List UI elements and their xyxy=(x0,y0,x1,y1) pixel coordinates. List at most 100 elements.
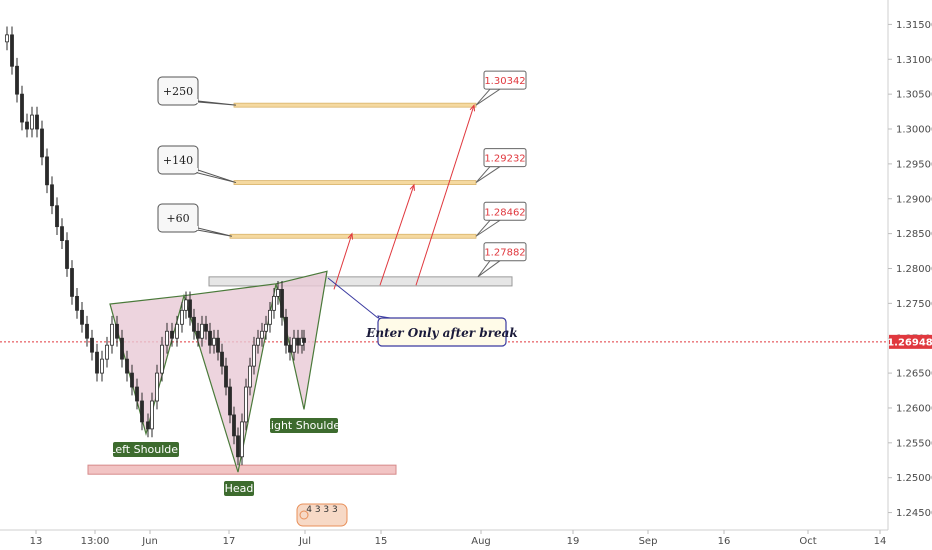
candle-body xyxy=(184,299,188,311)
entry-note-text: Enter Only after break xyxy=(365,326,518,340)
candle-body xyxy=(85,323,89,339)
candle-body xyxy=(276,289,280,297)
target-arrows xyxy=(333,104,476,290)
price-tick-label: 1.30000 xyxy=(896,125,932,136)
candle-body xyxy=(130,372,134,388)
candle-body xyxy=(135,386,139,402)
candle-body xyxy=(220,351,224,367)
events-badge[interactable]: 4 3 3 3 xyxy=(296,503,348,527)
events-badge-text: 4 3 3 3 xyxy=(306,505,338,515)
candle-body xyxy=(15,65,19,95)
candle-body xyxy=(192,316,196,332)
candle-body xyxy=(60,226,64,241)
price-axis[interactable]: 1.245001.250001.255001.260001.265001.270… xyxy=(888,20,932,519)
candle-body xyxy=(55,205,59,228)
current-price-tag: 1.26948 xyxy=(887,334,932,349)
target-arrow xyxy=(333,233,353,290)
target-price-text: 1.28462 xyxy=(484,207,525,218)
target-callout-text: +140 xyxy=(163,154,193,167)
candle-body xyxy=(70,268,74,297)
candle-body xyxy=(5,34,9,43)
candle-body xyxy=(284,316,288,346)
candle-body xyxy=(252,344,256,367)
target-arrow xyxy=(415,105,475,286)
time-tick-label: 13 xyxy=(30,536,43,547)
candle-body xyxy=(188,299,192,318)
candle-body xyxy=(20,93,24,123)
candle-body xyxy=(95,351,99,374)
candle-body xyxy=(146,421,150,430)
right-shoulder-text: Right Shoulder xyxy=(263,419,345,432)
time-tick-label: Aug xyxy=(471,536,491,547)
price-tick-label: 1.28000 xyxy=(896,264,932,275)
candle-body xyxy=(200,323,204,339)
left-shoulder-text: Left Shoulder xyxy=(109,443,183,456)
candle-body xyxy=(272,295,276,311)
entry-note[interactable]: Enter Only after break xyxy=(327,277,518,347)
candle-body xyxy=(170,330,174,339)
candle-body xyxy=(264,323,268,332)
candle-body xyxy=(115,323,119,339)
target-callout[interactable]: +140 xyxy=(157,145,237,184)
candle-body xyxy=(30,114,34,130)
time-tick-label: Oct xyxy=(799,536,816,547)
arrow-head xyxy=(469,104,476,112)
target-callout[interactable]: +60 xyxy=(157,203,233,237)
candle-body xyxy=(244,386,248,423)
head-label: Head xyxy=(224,481,254,496)
price-tick-label: 1.31500 xyxy=(896,20,932,31)
price-tick-label: 1.26000 xyxy=(896,403,932,414)
candle-body xyxy=(100,358,104,374)
time-tick-label: 16 xyxy=(718,536,731,547)
target-price-box[interactable]: 1.28462 xyxy=(475,201,527,237)
candle-body xyxy=(120,337,124,360)
price-tick-label: 1.24500 xyxy=(896,508,932,519)
candle-body xyxy=(40,128,44,158)
arrow-head xyxy=(409,183,415,191)
candle-body xyxy=(75,295,79,311)
target-band[interactable] xyxy=(229,233,477,239)
candle-body xyxy=(65,240,69,269)
neckline-price-box[interactable]: 1.27882 xyxy=(477,242,527,278)
target-band[interactable] xyxy=(233,102,477,108)
candle-body xyxy=(256,337,260,346)
candle-body xyxy=(25,121,29,130)
price-tick-label: 1.27500 xyxy=(896,299,932,310)
price-tick-label: 1.29000 xyxy=(896,194,932,205)
target-arrow xyxy=(379,184,415,286)
target-callout[interactable]: +250 xyxy=(157,76,237,106)
arrow-head xyxy=(347,232,354,240)
target-price-box[interactable]: 1.30342 xyxy=(475,70,527,106)
candle-body xyxy=(216,337,220,353)
head-text: Head xyxy=(225,482,254,495)
candle-body xyxy=(80,309,84,325)
candle-body xyxy=(204,323,208,332)
time-tick-label: 17 xyxy=(223,536,236,547)
candle-body xyxy=(302,337,306,343)
candle-body xyxy=(208,330,212,346)
support-zone[interactable] xyxy=(87,464,397,475)
candle-body xyxy=(224,365,228,388)
candle-body xyxy=(35,114,39,130)
candles xyxy=(5,26,306,466)
current-price-label: 1.26948 xyxy=(887,337,932,348)
inverse-head-shoulders-pattern[interactable] xyxy=(109,270,328,473)
candle-body xyxy=(165,330,169,346)
candle-body xyxy=(232,414,236,437)
target-band[interactable] xyxy=(233,180,477,185)
event-marker-icon xyxy=(299,510,309,520)
target-price-text: 1.29232 xyxy=(484,154,525,165)
candle-body xyxy=(10,34,14,67)
candle-body xyxy=(155,372,159,402)
time-axis[interactable]: 13 13:00 Jun 17 Jul 15 Aug 19 Sep 16 Oct 14 xyxy=(30,530,887,547)
price-tick-label: 1.25500 xyxy=(896,438,932,449)
target-price-box[interactable]: 1.29232 xyxy=(475,148,527,183)
candle-body xyxy=(248,365,252,388)
neckline-zone[interactable] xyxy=(208,276,513,287)
price-tick-label: 1.29500 xyxy=(896,159,932,170)
target-callouts: +60 +140 +250 xyxy=(157,76,237,237)
neckline-price-text: 1.27882 xyxy=(484,248,525,259)
candle-body xyxy=(45,156,49,186)
candle-body xyxy=(90,337,94,353)
